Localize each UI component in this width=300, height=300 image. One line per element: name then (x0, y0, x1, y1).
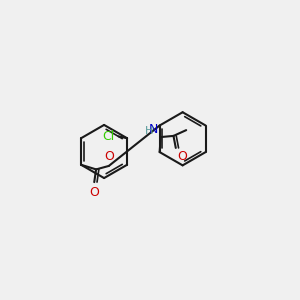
Text: O: O (104, 150, 114, 163)
Text: H: H (145, 126, 153, 136)
Text: N: N (149, 123, 158, 136)
Text: O: O (177, 150, 187, 163)
Text: Cl: Cl (102, 130, 114, 143)
Text: O: O (89, 186, 99, 199)
